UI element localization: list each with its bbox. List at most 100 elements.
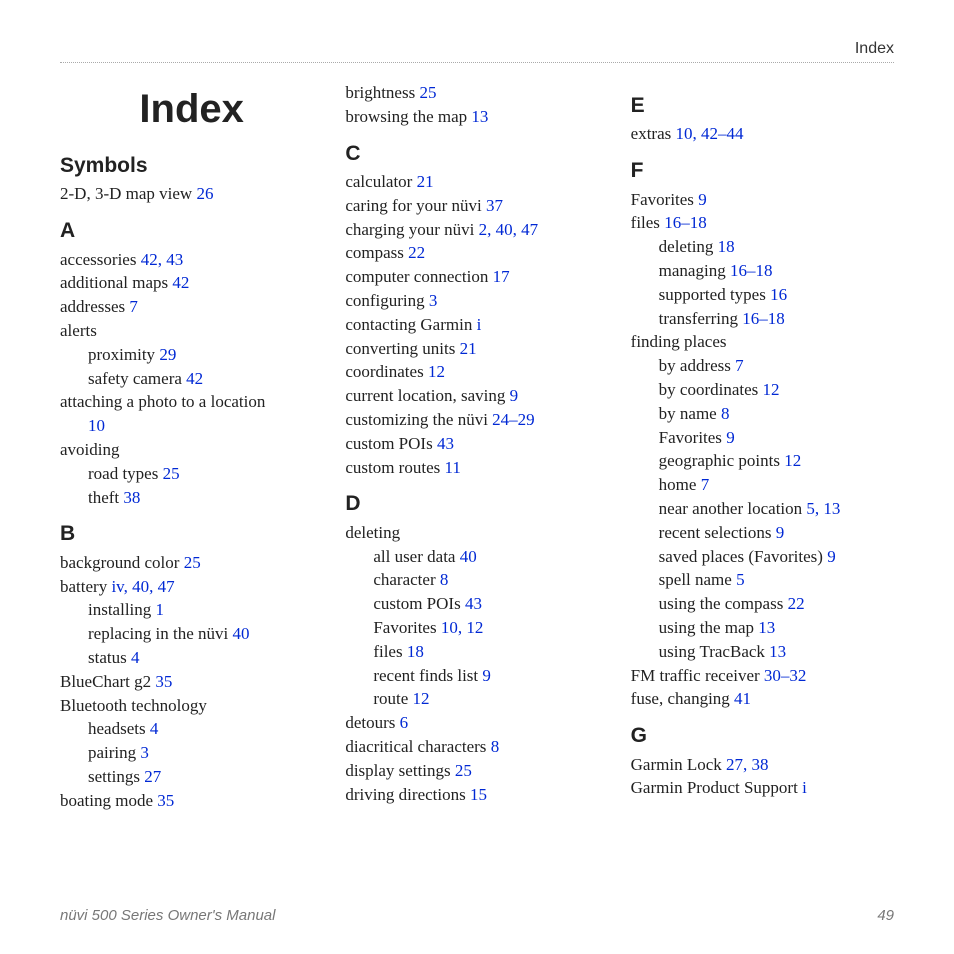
page-link[interactable]: 43 xyxy=(465,594,482,613)
index-term: Favorites xyxy=(659,428,727,447)
index-entry: compass 22 xyxy=(345,241,608,265)
index-entry: character 8 xyxy=(345,568,608,592)
page-link[interactable]: 18 xyxy=(407,642,424,661)
index-entry: settings 27 xyxy=(60,765,323,789)
page-link[interactable]: 13 xyxy=(758,618,775,637)
index-term: additional maps xyxy=(60,273,172,292)
page-link[interactable]: 25 xyxy=(184,553,201,572)
page-link[interactable]: 12 xyxy=(784,451,801,470)
page-link[interactable]: 21 xyxy=(417,172,434,191)
page-link[interactable]: 9 xyxy=(726,428,735,447)
index-term: addresses xyxy=(60,297,129,316)
page-link[interactable]: 30–32 xyxy=(764,666,807,685)
index-entry: Bluetooth technology xyxy=(60,694,323,718)
page-link[interactable]: 9 xyxy=(776,523,785,542)
page-link[interactable]: 4 xyxy=(131,648,140,667)
index-entry: by coordinates 12 xyxy=(631,378,894,402)
page-link[interactable]: 4 xyxy=(150,719,159,738)
index-term: files xyxy=(373,642,407,661)
footer-right: 49 xyxy=(877,907,894,924)
page-link[interactable]: 27, 38 xyxy=(726,755,769,774)
section-heading: F xyxy=(631,156,894,185)
page-link[interactable]: 9 xyxy=(698,190,707,209)
page-link[interactable]: i xyxy=(477,315,482,334)
index-entry: geographic points 12 xyxy=(631,449,894,473)
page-link[interactable]: 12 xyxy=(428,362,445,381)
page-link[interactable]: 18 xyxy=(718,237,735,256)
page-link[interactable]: 5 xyxy=(736,570,745,589)
index-term: theft xyxy=(88,488,123,507)
index-entry: saved places (Favorites) 9 xyxy=(631,545,894,569)
page-link[interactable]: 8 xyxy=(440,570,449,589)
page-link[interactable]: 25 xyxy=(163,464,180,483)
page-link[interactable]: 42, 43 xyxy=(141,250,184,269)
page-link[interactable]: 15 xyxy=(470,785,487,804)
page-link[interactable]: 42 xyxy=(186,369,203,388)
page-link[interactable]: 10 xyxy=(88,416,105,435)
index-page: Index IndexSymbols2-D, 3-D map view 26Aa… xyxy=(0,0,954,954)
page-link[interactable]: 7 xyxy=(701,475,710,494)
index-term: recent finds list xyxy=(373,666,482,685)
page-link[interactable]: 16–18 xyxy=(664,213,707,232)
page-link[interactable]: 6 xyxy=(400,713,409,732)
page-link[interactable]: 26 xyxy=(196,184,213,203)
page-link[interactable]: 43 xyxy=(437,434,454,453)
page-link[interactable]: 27 xyxy=(144,767,161,786)
index-column: Eextras 10, 42–44FFavorites 9files 16–18… xyxy=(631,81,894,813)
page-link[interactable]: 5, 13 xyxy=(806,499,840,518)
page-link[interactable]: 9 xyxy=(510,386,519,405)
page-link[interactable]: 21 xyxy=(460,339,477,358)
page-link[interactable]: 41 xyxy=(734,689,751,708)
page-link[interactable]: 7 xyxy=(735,356,744,375)
index-entry: proximity 29 xyxy=(60,343,323,367)
index-entry: status 4 xyxy=(60,646,323,670)
page-link[interactable]: 3 xyxy=(140,743,149,762)
page-link[interactable]: 22 xyxy=(788,594,805,613)
page-link[interactable]: 7 xyxy=(129,297,138,316)
page-link[interactable]: 10, 12 xyxy=(441,618,484,637)
index-entry: Garmin Lock 27, 38 xyxy=(631,753,894,777)
page-link[interactable]: 24–29 xyxy=(492,410,535,429)
page-link[interactable]: iv, 40, 47 xyxy=(111,577,174,596)
page-link[interactable]: 37 xyxy=(486,196,503,215)
page-link[interactable]: 25 xyxy=(419,83,436,102)
index-term: calculator xyxy=(345,172,416,191)
index-entry: attaching a photo to a location xyxy=(60,390,323,414)
page-link[interactable]: 35 xyxy=(155,672,172,691)
index-term: headsets xyxy=(88,719,150,738)
page-link[interactable]: 22 xyxy=(408,243,425,262)
page-footer: nüvi 500 Series Owner's Manual 49 xyxy=(60,907,894,924)
page-link[interactable]: 1 xyxy=(156,600,165,619)
page-link[interactable]: 12 xyxy=(413,689,430,708)
page-link[interactable]: 16 xyxy=(770,285,787,304)
index-entry: all user data 40 xyxy=(345,545,608,569)
page-link[interactable]: 9 xyxy=(482,666,491,685)
page-link[interactable]: 38 xyxy=(123,488,140,507)
page-link[interactable]: 8 xyxy=(491,737,500,756)
page-link[interactable]: 17 xyxy=(493,267,510,286)
index-entry: current location, saving 9 xyxy=(345,384,608,408)
page-link[interactable]: 16–18 xyxy=(742,309,785,328)
index-term: custom POIs xyxy=(345,434,437,453)
index-entry: Garmin Product Support i xyxy=(631,776,894,800)
page-link[interactable]: 29 xyxy=(159,345,176,364)
page-link[interactable]: 25 xyxy=(455,761,472,780)
page-link[interactable]: 40 xyxy=(460,547,477,566)
page-link[interactable]: 3 xyxy=(429,291,438,310)
page-link[interactable]: 13 xyxy=(471,107,488,126)
index-term: using the map xyxy=(659,618,759,637)
page-link[interactable]: 35 xyxy=(157,791,174,810)
page-link[interactable]: 8 xyxy=(721,404,730,423)
page-link[interactable]: 16–18 xyxy=(730,261,773,280)
page-link[interactable]: 10, 42–44 xyxy=(676,124,744,143)
page-link[interactable]: 40 xyxy=(232,624,249,643)
index-term: safety camera xyxy=(88,369,186,388)
page-link[interactable]: 13 xyxy=(769,642,786,661)
page-link[interactable]: i xyxy=(802,778,807,797)
index-entry: by name 8 xyxy=(631,402,894,426)
page-link[interactable]: 11 xyxy=(444,458,460,477)
page-link[interactable]: 12 xyxy=(763,380,780,399)
page-link[interactable]: 42 xyxy=(172,273,189,292)
page-link[interactable]: 9 xyxy=(827,547,836,566)
page-link[interactable]: 2, 40, 47 xyxy=(479,220,539,239)
